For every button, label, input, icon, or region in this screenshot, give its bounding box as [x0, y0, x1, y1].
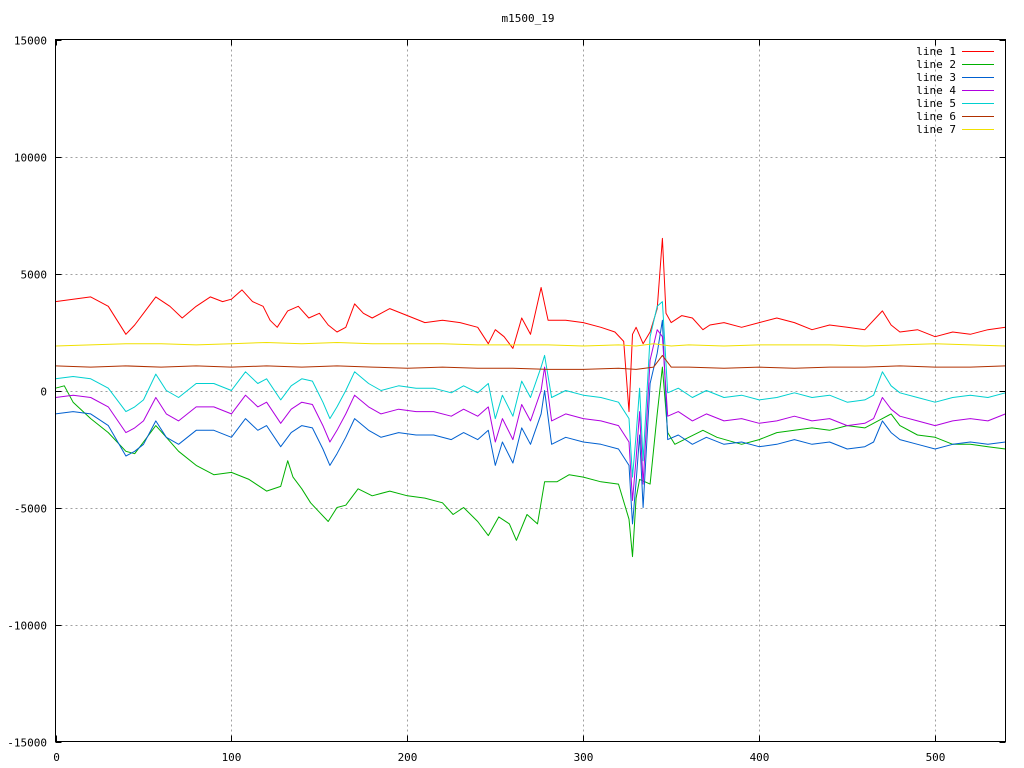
x-tick-label: 0 — [53, 751, 60, 764]
x-tick-label: 100 — [222, 751, 242, 764]
series-line-7 — [55, 342, 1006, 347]
grid — [55, 39, 1006, 742]
legend-label: line 3 — [916, 71, 956, 84]
series-line-6 — [55, 354, 1006, 370]
plot-frame — [55, 39, 1006, 742]
legend-label: line 5 — [916, 97, 956, 110]
y-tick-label: -5000 — [14, 503, 47, 516]
legend-label: line 6 — [916, 110, 956, 123]
legend-label: line 1 — [916, 45, 956, 58]
series-line-3 — [55, 319, 1006, 525]
series-line-1 — [55, 237, 1006, 413]
series-line-4 — [55, 329, 1006, 501]
x-tick-labels: 0 100 200 300 400 500 — [53, 751, 945, 764]
y-tick-label: 10000 — [14, 152, 47, 165]
legend-label: line 7 — [916, 123, 956, 136]
series-line-2 — [55, 366, 1006, 558]
chart-title: m1500_19 — [502, 12, 555, 25]
y-tick-label: -10000 — [7, 620, 47, 633]
y-tick-label: 15000 — [14, 35, 47, 48]
y-tick-label: -15000 — [7, 737, 47, 750]
x-tick-label: 200 — [398, 751, 418, 764]
x-tick-label: 400 — [750, 751, 770, 764]
y-tick-labels: -15000 -10000 -5000 0 5000 10000 15000 — [7, 35, 47, 750]
series-lines — [55, 237, 1006, 558]
y-tick-label: 5000 — [21, 269, 48, 282]
legend-label: line 4 — [916, 84, 956, 97]
legend-label: line 2 — [916, 58, 956, 71]
axis-ticks — [55, 39, 1006, 743]
x-tick-label: 300 — [574, 751, 594, 764]
y-tick-label: 0 — [40, 386, 47, 399]
series-line-5 — [55, 301, 1006, 478]
x-tick-label: 500 — [926, 751, 946, 764]
